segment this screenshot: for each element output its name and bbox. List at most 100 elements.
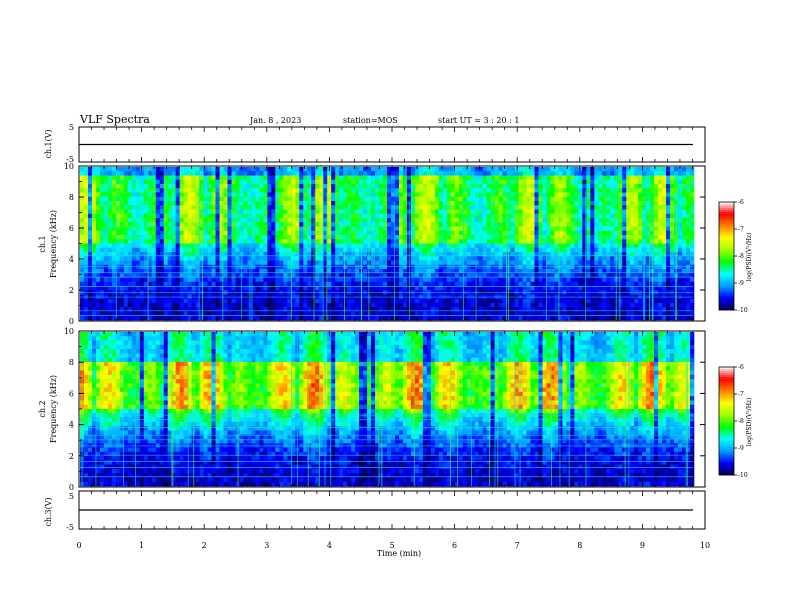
- spectrogram-cell: [578, 188, 583, 193]
- spectrogram-cell: [598, 269, 603, 274]
- spectrogram-cell: [394, 209, 400, 215]
- spectrogram-cell: [470, 201, 476, 206]
- spectrogram-cell: [115, 311, 121, 317]
- spectrogram-cell: [570, 264, 575, 270]
- spectrogram-cell: [335, 239, 340, 244]
- spectrogram-cell: [163, 222, 169, 227]
- spectrogram-cell: [103, 256, 109, 261]
- spectrogram-cell: [335, 205, 340, 210]
- spectrogram-cell: [538, 307, 543, 312]
- spectrogram-cell: [287, 222, 292, 227]
- spectrogram-cell: [131, 264, 137, 270]
- spectrogram-cell: [602, 226, 607, 232]
- spectrogram-cell: [195, 184, 200, 189]
- spectrogram-cell: [159, 192, 165, 198]
- spectrogram-cell: [363, 286, 368, 291]
- spectrogram-cell: [558, 171, 563, 176]
- spectrogram-cell: [602, 175, 607, 181]
- spectrogram-cell: [187, 167, 192, 172]
- spectrogram-cell: [187, 315, 192, 321]
- spectrogram-cell: [135, 175, 141, 181]
- spectrogram-cell: [119, 218, 125, 223]
- spectrogram-cell: [307, 209, 312, 215]
- spectrogram-cell: [331, 184, 336, 189]
- spectrogram-cell: [466, 184, 472, 189]
- spectrogram-cell: [438, 205, 444, 210]
- spectrogram-cell: [482, 277, 487, 283]
- spectrogram-cell: [323, 239, 328, 244]
- spectrogram-cell: [434, 264, 440, 270]
- spectrogram-cell: [518, 303, 523, 308]
- spectrogram-cell: [315, 260, 320, 266]
- spectrogram-cell: [155, 213, 161, 219]
- spectrogram-cell: [207, 252, 212, 257]
- spectrogram-cell: [151, 213, 157, 219]
- spectrogram-cell: [127, 243, 133, 249]
- spectrogram-cell: [562, 307, 567, 312]
- spectrogram-cell: [271, 184, 276, 189]
- spectrogram-cell: [331, 230, 336, 236]
- spectrogram-cell: [526, 235, 531, 240]
- spectrogram-cell: [271, 218, 276, 223]
- spectrogram-cell: [478, 205, 483, 210]
- spectrogram-cell: [502, 260, 507, 266]
- spectrogram-cell: [474, 188, 479, 193]
- spectrogram-cell: [331, 167, 336, 172]
- spectrogram-cell: [562, 243, 567, 249]
- spectrogram-cell: [542, 213, 547, 219]
- spectrogram-cell: [363, 311, 368, 317]
- spectrogram-cell: [582, 209, 587, 215]
- spectrogram-cell: [478, 201, 483, 206]
- spectrogram-cell: [131, 315, 137, 321]
- spectrogram-cell: [179, 307, 184, 312]
- spectrogram-cell: [111, 218, 117, 223]
- spectrogram-cell: [131, 226, 137, 232]
- spectrogram-cell: [626, 205, 631, 210]
- spectrogram-cell: [195, 230, 200, 236]
- spectrogram-cell: [578, 273, 583, 278]
- spectrogram-cell: [207, 230, 212, 236]
- spectrogram-cell: [470, 171, 476, 176]
- spectrogram-cell: [83, 205, 89, 210]
- spectrogram-cell: [311, 298, 316, 304]
- spectrogram-cell: [422, 264, 428, 270]
- spectrogram-cell: [131, 192, 137, 198]
- spectrogram-cell: [606, 205, 611, 210]
- spectrogram-cell: [203, 243, 208, 249]
- spectrogram-cell: [470, 205, 476, 210]
- spectrogram-cell: [107, 281, 113, 287]
- spectrogram-cell: [211, 243, 216, 249]
- spectrogram-cell: [303, 205, 308, 210]
- spectrogram-cell: [462, 196, 468, 202]
- spectrogram-cell: [235, 222, 240, 227]
- spectrogram-cell: [95, 264, 101, 270]
- spectrogram-cell: [458, 298, 464, 304]
- spectrogram-cell: [327, 252, 332, 257]
- spectrogram-cell: [474, 218, 479, 223]
- spectrogram-cell: [418, 239, 424, 244]
- spectrogram-cell: [566, 192, 571, 198]
- spectrogram-cell: [203, 213, 208, 219]
- spectrogram-cell: [506, 192, 511, 198]
- spectrogram-cell: [418, 218, 424, 223]
- spectrogram-cell: [542, 260, 547, 266]
- spectrogram-cell: [558, 239, 563, 244]
- spectrogram-cell: [502, 175, 507, 181]
- spectrogram-cell: [195, 243, 200, 249]
- spectrogram-cell: [307, 205, 312, 210]
- spectrogram-cell: [339, 315, 344, 321]
- spectrogram-cell: [498, 252, 503, 257]
- spectrogram-cell: [387, 311, 392, 317]
- spectrogram-cell: [283, 260, 288, 266]
- spectrogram-cell: [139, 188, 145, 193]
- spectrogram-cell: [442, 260, 448, 266]
- spectrogram-cell: [195, 307, 200, 312]
- spectrogram-cell: [402, 209, 408, 215]
- spectrogram-cell: [414, 179, 420, 185]
- spectrogram-cell: [143, 213, 149, 219]
- spectrogram-cell: [159, 273, 165, 278]
- spectrogram-cell: [143, 209, 149, 215]
- spectrogram-cell: [95, 171, 101, 176]
- spectrogram-cell: [586, 281, 591, 287]
- spectrogram-cell: [303, 239, 308, 244]
